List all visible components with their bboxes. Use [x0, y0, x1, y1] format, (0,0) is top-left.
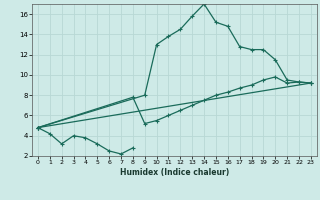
- X-axis label: Humidex (Indice chaleur): Humidex (Indice chaleur): [120, 168, 229, 177]
